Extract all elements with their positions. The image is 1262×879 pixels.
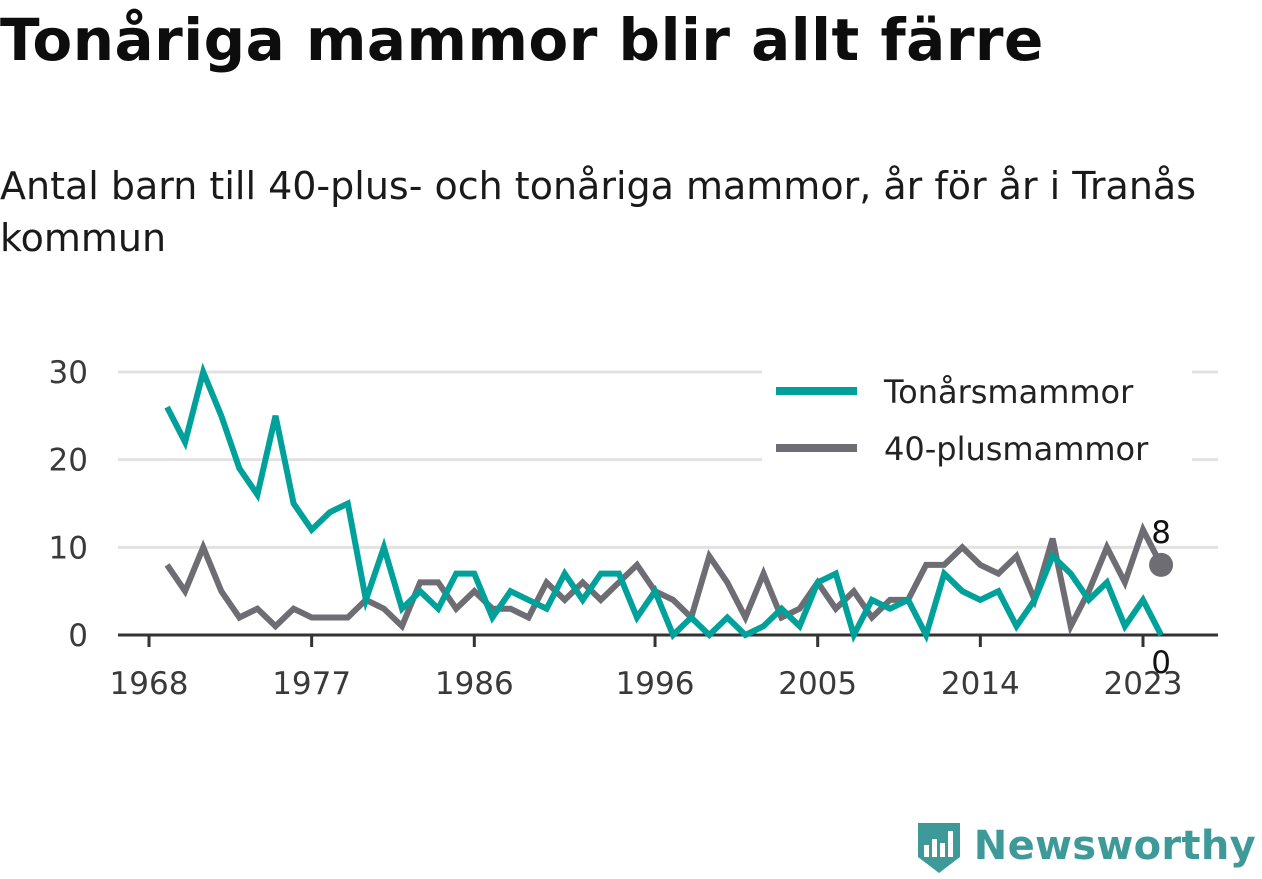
chart-subtitle: Antal barn till 40-plus- och tonåriga ma… xyxy=(0,164,1196,260)
x-tick-label: 2023 xyxy=(1104,666,1183,702)
legend-background xyxy=(762,360,1192,480)
x-tick-label: 1968 xyxy=(110,666,189,702)
end-value-label: 8 xyxy=(1151,515,1171,551)
newsworthy-logo-icon xyxy=(917,823,960,873)
y-tick-label: 0 xyxy=(68,618,88,654)
y-tick-label: 10 xyxy=(49,530,88,566)
end-value-label: 0 xyxy=(1151,645,1171,681)
x-tick-label: 1996 xyxy=(616,666,695,702)
x-tick-label: 2014 xyxy=(941,666,1020,702)
y-tick-label: 30 xyxy=(49,355,88,391)
end-markers: 80 xyxy=(1149,515,1174,681)
y-axis: 0 10 20 30 xyxy=(49,355,88,654)
brand-name: Newsworthy xyxy=(973,823,1256,869)
legend[interactable]: Tonårsmammor 40-plusmammor xyxy=(762,360,1192,480)
x-tick-label: 2005 xyxy=(778,666,857,702)
series-lines xyxy=(164,362,1164,644)
x-tick-label: 1977 xyxy=(272,666,351,702)
series-line-40-plusmammor xyxy=(164,522,1164,636)
end-point-marker xyxy=(1149,552,1174,577)
chart-title: Tonåriga mammor blir allt färre xyxy=(0,6,1044,74)
y-tick-label: 20 xyxy=(49,443,88,479)
legend-label: 40-plusmammor xyxy=(884,430,1149,468)
newsworthy-brand[interactable]: Newsworthy xyxy=(914,817,1256,875)
x-axis: 1968 1977 1986 1996 2005 2014 2023 xyxy=(110,633,1218,702)
x-tick-label: 1986 xyxy=(435,666,514,702)
legend-label: Tonårsmammor xyxy=(883,373,1134,411)
series-line-tonarsmammor xyxy=(164,362,1164,644)
